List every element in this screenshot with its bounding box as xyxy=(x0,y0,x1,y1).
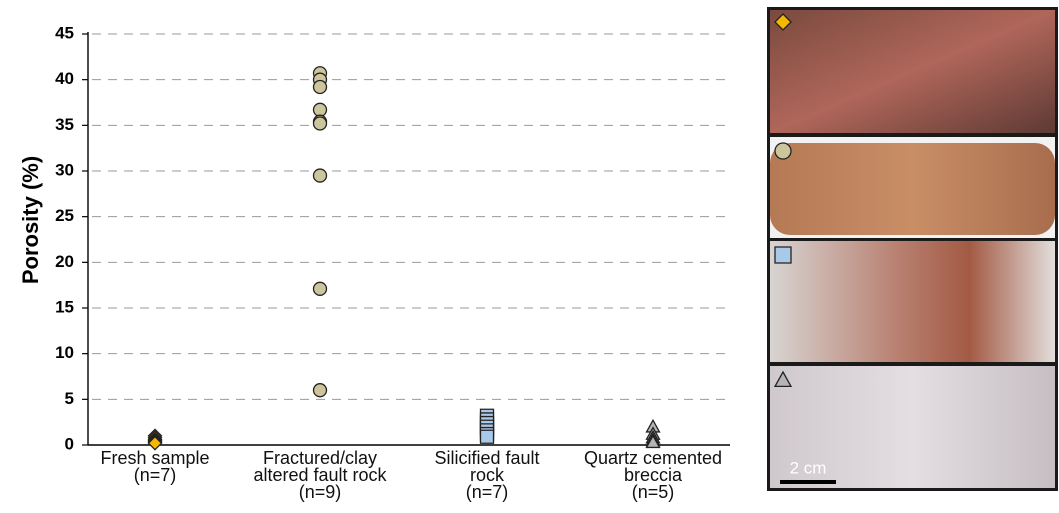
y-tick-label: 0 xyxy=(65,434,74,453)
y-tick-label: 40 xyxy=(55,69,74,88)
y-tick-label: 45 xyxy=(55,23,74,42)
y-axis-label: Porosity (%) xyxy=(18,156,43,284)
x-tick-label: Fresh sample (n=7) xyxy=(100,448,210,485)
data-point xyxy=(147,435,163,451)
y-tick-label: 5 xyxy=(65,389,74,408)
photo-marker xyxy=(773,370,793,388)
data-point xyxy=(479,429,495,444)
data-point xyxy=(312,116,328,131)
x-tick-label: Fractured/clay altered fault rock (n=9) xyxy=(253,448,387,502)
y-tick-label: 10 xyxy=(55,343,74,362)
photo-marker xyxy=(774,13,792,31)
photo-panel xyxy=(767,7,1058,491)
scale-label: 2 cm xyxy=(790,458,827,477)
y-tick-label: 30 xyxy=(55,160,74,179)
x-tick-label: Quartz cemented breccia (n=5) xyxy=(583,448,723,502)
photo-marker xyxy=(774,246,792,264)
y-tick-label: 15 xyxy=(55,297,74,316)
y-tick-label: 20 xyxy=(55,252,74,271)
x-tick-label: Silicified fault rock (n=7) xyxy=(434,448,540,502)
data-point xyxy=(312,79,328,95)
data-point xyxy=(312,168,328,183)
photo-marker xyxy=(774,142,792,160)
data-point xyxy=(312,281,328,296)
y-tick-label: 35 xyxy=(55,115,74,134)
data-point xyxy=(312,102,328,117)
data-point xyxy=(645,434,661,449)
data-point xyxy=(312,383,328,398)
y-tick-label: 25 xyxy=(55,206,74,225)
